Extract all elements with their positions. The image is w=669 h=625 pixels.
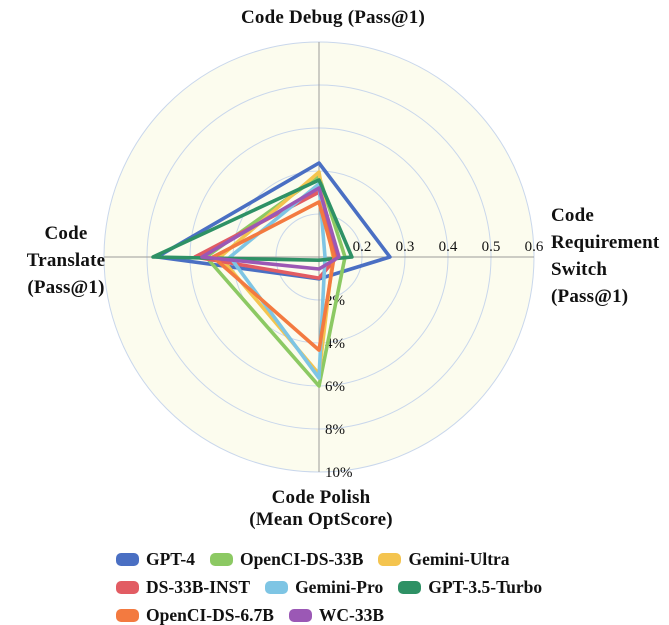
radial-tick-label-bottom: 6% [325,379,345,395]
legend-row: OpenCI-DS-6.7B WC-33B [116,602,542,625]
legend-label: GPT-4 [146,549,195,569]
axis-label-line: Code [551,205,595,226]
radial-tick-label-right: 0.5 [482,239,501,255]
legend-swatch-GPT-4 [116,553,139,566]
series-polygon-OpenCI-DS-6.7B [211,200,336,352]
legend-label: Gemini-Pro [295,577,384,597]
legend-item-DS-33B-INST: DS-33B-INST [116,577,250,598]
legend-swatch-DS-33B-INST [116,581,139,594]
axis-label-line: (Pass@1) [27,277,105,298]
legend-item-GPT-3.5-Turbo: GPT-3.5-Turbo [398,577,542,598]
legend-row: DS-33B-INST Gemini-Pro GPT-3.5-Turbo [116,574,542,601]
legend-swatch-OpenCI-DS-6.7B [116,609,139,622]
legend-label: OpenCI-DS-6.7B [146,605,274,625]
legend-item-GPT-4: GPT-4 [116,549,195,570]
radial-tick-label-right: 0.6 [525,239,544,255]
legend-item-OpenCI-DS-6.7B: OpenCI-DS-6.7B [116,605,274,625]
legend-label: OpenCI-DS-33B [239,549,364,569]
axis-label-line: Code Polish [271,487,371,508]
legend-swatch-Gemini-Pro [265,581,289,594]
axis-label-code-polish: Code Polish (Mean OptScore) [249,487,393,531]
legend-swatch-GPT-3.5-Turbo [398,581,422,594]
legend-row: GPT-4 OpenCI-DS-33B Gemini-Ultra [116,546,542,573]
legend-item-OpenCI-DS-33B: OpenCI-DS-33B [209,549,364,570]
chart-legend: GPT-4 OpenCI-DS-33B Gemini-Ultra DS-33B-INS… [116,546,542,625]
legend-item-WC-33B: WC-33B [288,605,385,625]
axis-label-code-debug: Code Debug (Pass@1) [241,4,425,31]
axis-label-code-translate: Code Translate (Pass@1) [18,220,114,301]
axis-label-code-requirement-switch: Code Requirement Switch (Pass@1) [551,202,659,310]
legend-label: Gemini-Ultra [408,549,510,569]
legend-swatch-WC-33B [288,609,312,622]
legend-swatch-Gemini-Ultra [378,553,402,566]
axis-label-line: Switch [551,259,608,280]
radial-tick-label-bottom: 10% [325,465,353,481]
legend-label: GPT-3.5-Turbo [428,577,543,597]
axis-label-line: Code [44,223,88,244]
series-polygon-GPT-3.5-Turbo [151,178,354,262]
radial-tick-label-right: 0.3 [396,239,415,255]
axis-label-line: Translate [26,250,106,271]
series-polygon-WC-33B [200,186,341,271]
legend-label: WC-33B [318,605,385,625]
legend-swatch-OpenCI-DS-33B [209,553,233,566]
axis-label-line: (Pass@1) [551,286,629,307]
legend-item-Gemini-Ultra: Gemini-Ultra [378,549,510,570]
legend-item-Gemini-Pro: Gemini-Pro [265,577,383,598]
axis-label-line: Requirement [551,232,660,253]
legend-label: DS-33B-INST [146,577,251,597]
axis-label-line: (Mean OptScore) [249,509,393,530]
axis-label-line: Code Debug (Pass@1) [240,7,426,28]
radial-tick-label-bottom: 8% [325,422,345,438]
radial-tick-label-right: 0.2 [353,239,372,255]
radial-tick-label-right: 0.4 [439,239,458,255]
